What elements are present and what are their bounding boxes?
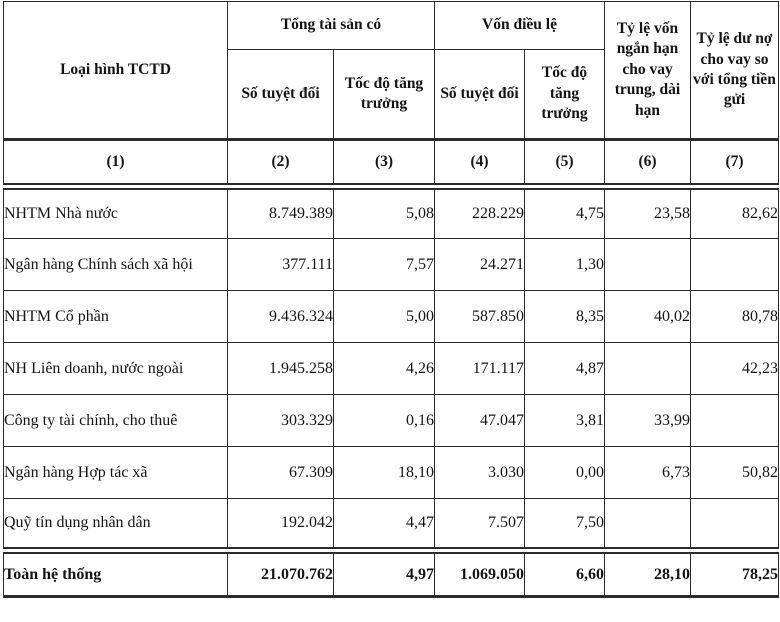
row-label: Ngân hàng Hợp tác xã [3,446,228,499]
table-row: Công ty tài chính, cho thuê 303.329 0,16 47… [3,394,779,447]
value-cell: 5,08 [333,186,435,239]
value-cell: 42,23 [690,342,779,395]
header-so-tuyet-doi-assets: Số tuyệt đối [227,49,334,140]
value-cell: 47.047 [434,394,525,447]
row-label: NHTM Cổ phần [3,290,228,343]
value-cell [604,342,691,395]
value-cell: 0,00 [524,446,605,499]
header-tong-tai-san-co: Tổng tài sản có [227,1,435,50]
table-row: NHTM Cổ phần 9.436.324 5,00 587.850 8,35 40,0… [3,290,779,343]
column-number-7: (7) [690,138,779,190]
value-cell: 228.229 [434,186,525,239]
row-label: Ngân hàng Chính sách xã hội [3,238,228,291]
value-cell: 8,35 [524,290,605,343]
value-cell: 8.749.389 [227,186,334,239]
column-number-5: (5) [524,138,605,190]
header-row-groups: Loại hình TCTD Tổng tài sản có Vốn điều … [3,1,779,140]
value-cell: 4,75 [524,186,605,239]
total-value-cell: 21.070.762 [227,547,334,598]
value-cell: 377.111 [227,238,334,291]
value-cell: 1,30 [524,238,605,291]
row-label: NH Liên doanh, nước ngoài [3,342,228,395]
value-cell: 5,00 [333,290,435,343]
value-cell: 40,02 [604,290,691,343]
table-row: NH Liên doanh, nước ngoài 1.945.258 4,26 17… [3,342,779,395]
value-cell: 24.271 [434,238,525,291]
value-cell: 23,58 [604,186,691,239]
credit-institutions-table: Loại hình TCTD Tổng tài sản có Vốn điều … [3,1,779,598]
value-cell: 9.436.324 [227,290,334,343]
value-cell: 3,81 [524,394,605,447]
value-cell [690,238,779,291]
value-cell [604,498,691,551]
value-cell: 6,73 [604,446,691,499]
column-number-4: (4) [434,138,525,190]
header-ty-le-von-ngan-han: Tỷ lệ vốn ngắn hạn cho vay trung, dài hạ… [604,1,691,140]
row-label: Quỹ tín dụng nhân dân [3,498,228,551]
value-cell: 7,50 [524,498,605,551]
total-row-label: Toàn hệ thống [3,547,228,598]
value-cell: 50,82 [690,446,779,499]
total-row: Toàn hệ thống 21.070.762 4,97 1.069.050 … [3,547,779,598]
total-value-cell: 28,10 [604,547,691,598]
table-row: Ngân hàng Hợp tác xã 67.309 18,10 3.030 0,00… [3,446,779,499]
header-ty-le-du-no: Tỷ lệ dư nợ cho vay so với tổng tiền gửi [690,1,779,140]
value-cell: 4,26 [333,342,435,395]
value-cell: 3.030 [434,446,525,499]
value-cell: 192.042 [227,498,334,551]
column-number-1: (1) [3,138,228,190]
total-value-cell: 1.069.050 [434,547,525,598]
total-value-cell: 4,97 [333,547,435,598]
value-cell: 4,47 [333,498,435,551]
value-cell: 1.945.258 [227,342,334,395]
column-number-3: (3) [333,138,435,190]
column-number-6: (6) [604,138,691,190]
column-number-row: (1) (2) (3) (4) (5) (6) (7) [3,138,779,190]
value-cell: 7.507 [434,498,525,551]
row-label: NHTM Nhà nước [3,186,228,239]
value-cell: 80,78 [690,290,779,343]
header-row-subcolumns: Số tuyệt đối Tốc độ tăng trưởng Số tuyệt… [4,49,779,140]
header-loai-hinh-tctd: Loại hình TCTD [3,1,228,140]
value-cell: 33,99 [604,394,691,447]
header-toc-do-tang-truong-assets: Tốc độ tăng trưởng [333,49,435,140]
value-cell [690,394,779,447]
total-value-cell: 6,60 [524,547,605,598]
value-cell: 67.309 [227,446,334,499]
table-row: Ngân hàng Chính sách xã hội 377.111 7,57 24… [3,238,779,291]
total-value-cell: 78,25 [690,547,779,598]
value-cell: 171.117 [434,342,525,395]
value-cell [604,238,691,291]
header-so-tuyet-doi-capital: Số tuyệt đối [434,49,525,140]
row-label: Công ty tài chính, cho thuê [3,394,228,447]
header-von-dieu-le: Vốn điều lệ [434,1,605,50]
column-number-2: (2) [227,138,334,190]
value-cell: 18,10 [333,446,435,499]
value-cell: 7,57 [333,238,435,291]
table-body: NHTM Nhà nước 8.749.389 5,08 228.229 4,75 23,… [3,186,779,551]
value-cell [690,498,779,551]
value-cell: 4,87 [524,342,605,395]
value-cell: 0,16 [333,394,435,447]
header-toc-do-tang-truong-capital: Tốc độ tăng trưởng [524,49,605,140]
table-row: Quỹ tín dụng nhân dân 192.042 4,47 7.507 7,5… [3,498,779,551]
value-cell: 82,62 [690,186,779,239]
table-row: NHTM Nhà nước 8.749.389 5,08 228.229 4,75 23,… [3,186,779,239]
value-cell: 587.850 [434,290,525,343]
value-cell: 303.329 [227,394,334,447]
